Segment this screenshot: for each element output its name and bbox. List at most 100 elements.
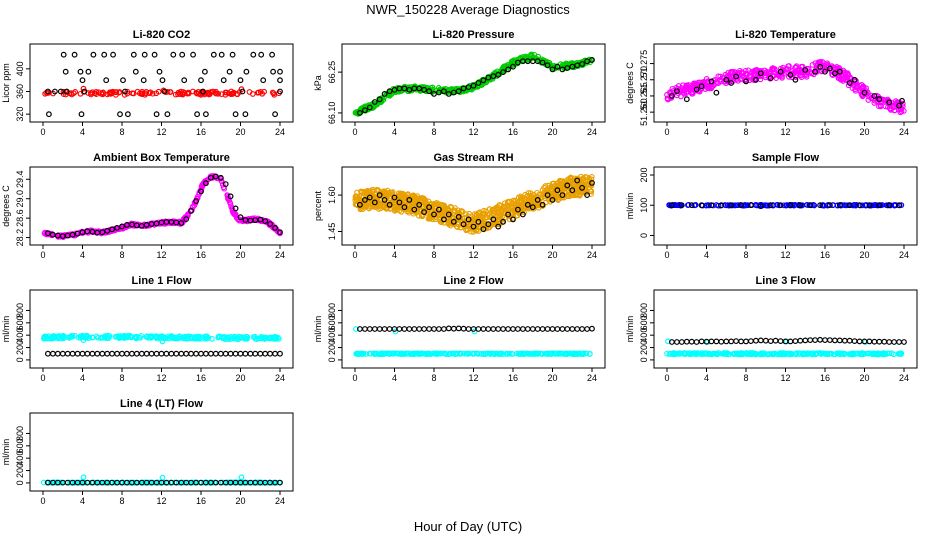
data-point (406, 86, 413, 93)
data-point (431, 90, 437, 97)
data-point (104, 227, 111, 234)
obs-point (441, 350, 447, 357)
data-point (534, 326, 541, 332)
x-tick-label: 16 (508, 127, 518, 137)
data-point (554, 326, 561, 332)
data-point (549, 196, 556, 203)
obs-point (565, 179, 572, 186)
obs-point (552, 182, 558, 189)
data-point (529, 326, 536, 332)
obs-point (801, 351, 808, 358)
data-point (753, 76, 759, 83)
obs-point (812, 351, 819, 358)
obs-point (683, 350, 689, 357)
obs-point (213, 88, 219, 95)
data-point (822, 68, 828, 75)
data-point (698, 338, 705, 345)
obs-point (206, 91, 213, 98)
obs-point (819, 64, 826, 70)
data-point (217, 350, 224, 357)
obs-point (44, 335, 51, 342)
data-point (156, 68, 163, 75)
data-points (664, 336, 907, 358)
data-point (505, 326, 512, 332)
data-point (871, 93, 878, 99)
data-point (138, 350, 145, 357)
data-point (856, 202, 863, 209)
data-point (362, 326, 368, 332)
obs-point (355, 351, 362, 357)
data-point (797, 337, 804, 344)
data-point (164, 111, 171, 118)
data-point (564, 65, 571, 71)
data-point (161, 88, 168, 95)
data-point (841, 337, 848, 344)
data-point (406, 196, 413, 203)
data-point (198, 350, 204, 357)
obs-point (124, 88, 131, 95)
obs-point (528, 195, 534, 202)
data-point (505, 66, 512, 73)
data-point (173, 350, 180, 357)
obs-point (227, 200, 234, 207)
obs-point (868, 202, 875, 209)
data-point (748, 202, 754, 209)
obs-point (466, 210, 472, 217)
data-point (767, 202, 774, 209)
obs-point (496, 214, 503, 221)
obs-point (231, 335, 238, 342)
data-point (103, 77, 110, 84)
data-point (210, 51, 217, 58)
panel-line-1-flow: Line 1 Flow ml/min 0 4 8 12 16 20 24 0 20040060080… (1, 275, 294, 383)
data-point (362, 107, 368, 114)
obs-point (785, 350, 792, 357)
data-point (426, 204, 433, 211)
x-tick-label: 24 (275, 496, 285, 506)
data-point (252, 350, 259, 357)
obs-point (799, 63, 806, 70)
data-point (802, 337, 809, 344)
obs-point (521, 350, 528, 357)
panel-sample-flow: Sample Flow ml/min 0 4 8 12 16 20 24 0 100 200 (625, 152, 918, 260)
x-tick-label: 8 (431, 250, 436, 260)
data-point (757, 337, 764, 344)
data-point (733, 338, 739, 345)
obs-point (555, 350, 561, 357)
obs-point (784, 202, 790, 208)
obs-point (510, 197, 517, 204)
x-tick-label: 24 (275, 250, 285, 260)
data-points (40, 474, 283, 486)
obs-point (451, 207, 458, 214)
obs-point (474, 227, 480, 234)
obs-point (506, 350, 513, 357)
obs-point (693, 351, 699, 358)
series-1 (669, 63, 905, 109)
data-point (475, 80, 482, 86)
obs-point (836, 350, 843, 357)
obs-point (103, 335, 110, 342)
data-point (401, 85, 408, 92)
data-point (683, 338, 690, 345)
data-point (510, 63, 516, 70)
y-tick-label: 0 (15, 480, 25, 485)
data-point (534, 58, 541, 65)
data-point (109, 226, 115, 233)
obs-point (147, 333, 154, 339)
obs-point (735, 70, 742, 76)
data-point (500, 218, 507, 225)
data-point (133, 350, 140, 357)
obs-point (664, 96, 671, 102)
y-tick-label: 400 (15, 61, 25, 76)
obs-point (93, 88, 100, 95)
obs-point (834, 350, 841, 357)
data-point (827, 202, 833, 209)
obs-point (504, 199, 511, 206)
data-point (45, 88, 51, 95)
obs-point (761, 350, 768, 356)
series-0 (352, 173, 595, 235)
data-point (455, 88, 462, 95)
y-tick-label: 28.2 (15, 229, 25, 247)
data-point (441, 326, 447, 332)
series-0 (41, 332, 282, 345)
data-point (376, 192, 383, 199)
